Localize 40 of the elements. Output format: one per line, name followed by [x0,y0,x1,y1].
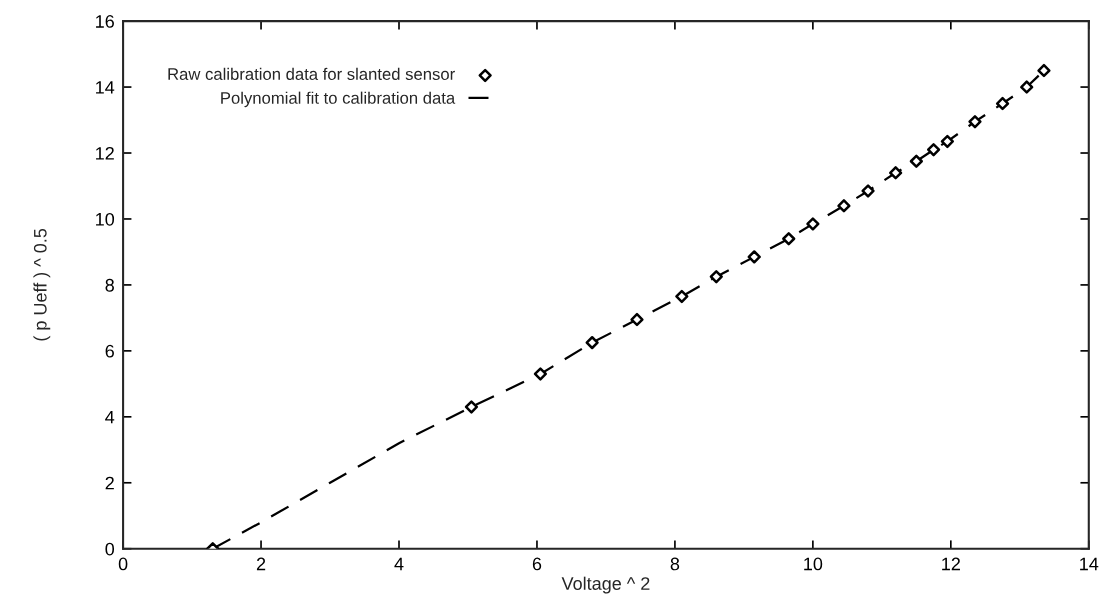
y-tick-label: 10 [96,212,115,226]
point [464,400,479,414]
point [747,250,761,264]
y-tick-label: 2 [105,476,114,490]
point [940,134,955,149]
x-axis-title: Voltage ^ 2 [561,576,650,594]
point [889,166,903,180]
y-tick-label: 12 [96,146,114,160]
point [630,312,644,327]
point [995,96,1010,111]
x-tick-label: 0 [118,557,128,571]
point [675,289,689,304]
point [861,184,875,198]
point [585,336,599,350]
point [1020,80,1034,94]
x-tick-label: 6 [532,557,542,571]
y-tick-label: 6 [105,344,114,358]
point [968,115,982,129]
y-axis-title: ( p Ueff ) ^ 0.5 [33,228,51,341]
legend-label: Polynomial fit to calibration data [221,91,456,108]
point [1037,63,1051,78]
x-tick-label: 14 [1080,557,1099,571]
y-tick-label: 4 [105,410,115,424]
y-tick-label: 16 [96,15,114,28]
y-tick-label: 8 [105,278,114,292]
x-tick-label: 12 [942,557,960,571]
point [782,232,796,246]
point [709,270,723,284]
legend-label: Raw calibration data for slanted sensor [168,67,455,80]
point [926,143,941,157]
point [909,154,923,168]
point [837,199,851,213]
y-tick-label: 0 [105,542,115,556]
x-tick-label: 4 [394,557,404,571]
point [533,367,548,381]
y-tick-label: 14 [96,81,115,94]
x-tick-label: 2 [256,557,266,571]
x-tick-label: 10 [804,557,823,571]
x-tick-label: 8 [670,557,680,571]
point [806,217,820,231]
